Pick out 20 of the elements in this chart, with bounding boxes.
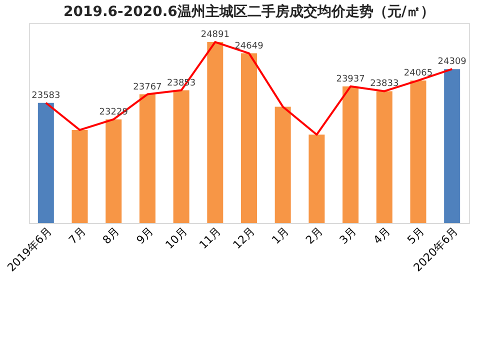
data-label: 23937: [336, 74, 365, 84]
x-tick-label: 4月: [370, 224, 393, 247]
x-tick-label: 1月: [269, 224, 292, 247]
data-label: 24065: [404, 68, 433, 78]
x-tick-label: 12月: [230, 224, 258, 252]
x-tick-label: 8月: [100, 224, 122, 247]
data-label: 23583: [32, 90, 60, 101]
x-tick-label: 10月: [162, 224, 190, 252]
data-label: 24309: [438, 57, 467, 68]
data-label: 24891: [200, 30, 230, 40]
data-label: 23833: [370, 79, 399, 90]
x-tick-label: 5月: [404, 224, 427, 247]
data-label: 23767: [133, 82, 162, 92]
x-tick-label: 3月: [337, 224, 360, 247]
x-tick-label: 11月: [196, 224, 224, 252]
data-label: 24649: [234, 41, 264, 52]
x-tick-label: 9月: [134, 224, 156, 247]
x-tick-label: 2月: [303, 224, 326, 247]
x-tick-label: 7月: [66, 224, 88, 247]
chart-title: 2019.6-2020.6温州主城区二手房成交均价走势（元/㎡）: [64, 3, 434, 20]
